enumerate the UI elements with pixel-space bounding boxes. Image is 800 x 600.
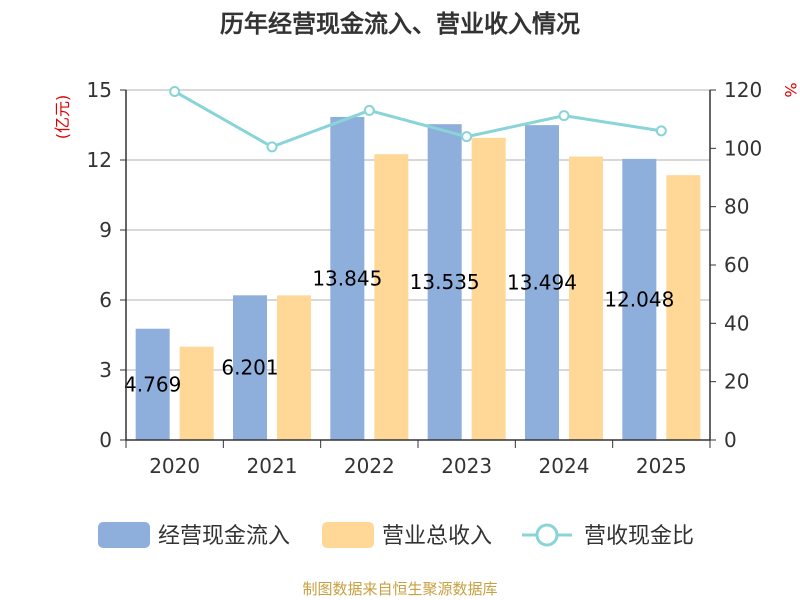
y-right-tick-label: 100 <box>724 136 762 160</box>
data-label-cashflow-2020: 4.769 <box>124 372 181 396</box>
legend-item-cashflow[interactable]: 经营现金流入 <box>98 522 290 549</box>
bar-cashflow-2024 <box>525 125 559 440</box>
grid-layer <box>126 89 710 371</box>
y-left-tick-label: 12 <box>87 148 112 172</box>
data-label-cashflow-2024: 13.494 <box>507 271 577 295</box>
legend-label-revenue: 营业总收入 <box>382 524 492 549</box>
y-left-unit-label: (亿元) <box>53 95 72 140</box>
bar-revenue-2020 <box>179 346 214 440</box>
y-right-unit-label: % <box>781 82 800 97</box>
bar-revenue-2021 <box>277 295 311 440</box>
bar-revenue-2024 <box>569 156 603 440</box>
point-ratio-2022 <box>363 104 375 116</box>
x-tick-label-2021: 2021 <box>247 454 298 478</box>
data-label-cashflow-2022: 13.845 <box>312 266 382 290</box>
chart-title: 历年经营现金流入、营业收入情况 <box>220 10 580 38</box>
y-right-tick-label: 40 <box>724 311 749 335</box>
legend-label-cashflow: 经营现金流入 <box>158 524 290 549</box>
legend-swatch-revenue <box>322 522 374 548</box>
y-right-tick-label: 80 <box>724 195 749 219</box>
y-left-tick-label: 3 <box>99 358 112 382</box>
legend-item-ratio[interactable]: 营收现金比 <box>522 523 694 549</box>
legend-swatch-cashflow <box>98 522 150 548</box>
point-ratio-2020 <box>169 85 181 97</box>
legend-marker-ratio <box>535 523 559 547</box>
x-tick-label-2025: 2025 <box>636 454 687 478</box>
x-tick-label-2020: 2020 <box>149 454 200 478</box>
bar-cashflow-2025 <box>622 158 657 440</box>
axes-layer: 0 3 6 9 12 15 0 20 40 60 80 100 120 2020 2021 2022 2023 2… <box>87 78 763 478</box>
y-left-tick-label: 9 <box>99 218 112 242</box>
line-ratio <box>173 90 662 149</box>
bar-cashflow-2023 <box>427 124 462 440</box>
y-right-tick-label: 0 <box>724 428 737 452</box>
data-label-cashflow-2021: 6.201 <box>221 356 278 380</box>
legend-label-ratio: 营收现金比 <box>584 524 694 549</box>
bar-cashflow-2022 <box>330 116 365 440</box>
data-label-cashflow-2025: 12.048 <box>604 287 674 311</box>
bar-cashflow-2021 <box>233 295 267 440</box>
y-right-tick-label: 20 <box>724 370 749 394</box>
x-tick-label-2024: 2024 <box>539 454 590 478</box>
point-ratio-2025 <box>655 125 667 137</box>
data-source-note: 制图数据来自恒生聚源数据库 <box>302 580 497 598</box>
legend: 经营现金流入 营业总收入 营收现金比 <box>98 522 694 549</box>
y-right-tick-label: 120 <box>724 78 762 102</box>
y-left-tick-label: 0 <box>99 428 112 452</box>
point-ratio-2024 <box>558 110 570 122</box>
legend-item-revenue[interactable]: 营业总收入 <box>322 522 492 549</box>
bar-cashflow-2020 <box>135 328 170 440</box>
bars-layer <box>135 116 701 441</box>
x-tick-label-2023: 2023 <box>441 454 492 478</box>
bar-revenue-2023 <box>471 137 506 441</box>
data-label-cashflow-2023: 13.535 <box>410 270 480 294</box>
y-left-tick-label: 15 <box>87 78 112 102</box>
point-ratio-2023 <box>461 131 473 143</box>
line-layer <box>169 85 667 153</box>
y-right-tick-label: 60 <box>724 253 749 277</box>
bar-revenue-2025 <box>666 175 701 440</box>
point-ratio-2021 <box>266 141 278 153</box>
x-tick-label-2022: 2022 <box>344 454 395 478</box>
data-labels-layer: 4.769 6.201 13.845 13.535 13.494 12.048 <box>124 266 674 396</box>
bar-revenue-2022 <box>374 154 409 440</box>
y-left-tick-label: 6 <box>99 288 112 312</box>
